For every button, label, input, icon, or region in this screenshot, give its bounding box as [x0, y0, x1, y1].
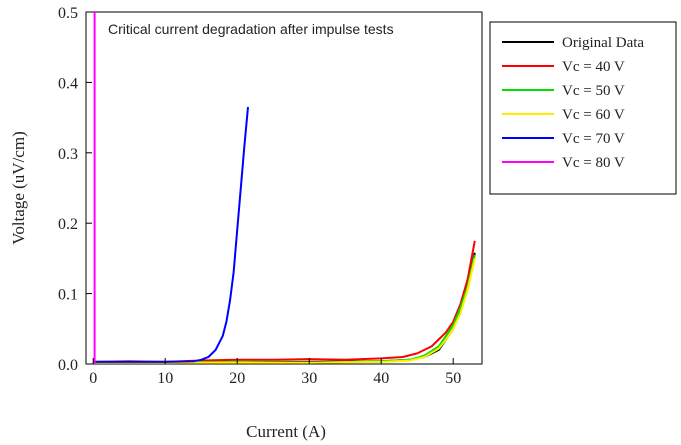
x-axis: 0 10 20 30 40 50: [89, 358, 461, 387]
plot-area: [85, 11, 483, 365]
y-tick-label: 0.5: [58, 5, 78, 22]
series-line-4: [93, 106, 249, 363]
legend-label-2: Vc = 50 V: [562, 83, 625, 99]
legend-label-3: Vc = 60 V: [562, 107, 625, 123]
legend-label-5: Vc = 80 V: [562, 155, 625, 171]
legend-label-1: Vc = 40 V: [562, 59, 625, 75]
x-tick-label: 50: [445, 370, 461, 387]
y-tick-label: 0.2: [58, 216, 78, 233]
y-tick-label: 0.3: [58, 146, 78, 163]
y-tick-label: 0.1: [58, 287, 78, 304]
legend-label-0: Original Data: [562, 35, 644, 51]
y-tick-label: 0.0: [58, 357, 78, 374]
legend-box: [489, 21, 677, 195]
y-axis: 0.0 0.1 0.2 0.3 0.4 0.5: [58, 5, 92, 374]
x-tick-label: 10: [157, 370, 173, 387]
legend-label-4: Vc = 70 V: [562, 131, 625, 147]
x-tick-label: 40: [373, 370, 389, 387]
chart-annotation: Critical current degradation after impul…: [108, 21, 394, 37]
y-axis-label: Voltage (uV/cm): [9, 131, 28, 244]
x-tick-label: 0: [89, 370, 97, 387]
x-tick-label: 30: [301, 370, 317, 387]
x-axis-label: Current (A): [246, 422, 326, 441]
x-tick-label: 20: [229, 370, 245, 387]
legend: Original Data Vc = 40 V Vc = 50 V Vc = 60 V…: [502, 35, 644, 171]
y-tick-label: 0.4: [58, 75, 78, 92]
